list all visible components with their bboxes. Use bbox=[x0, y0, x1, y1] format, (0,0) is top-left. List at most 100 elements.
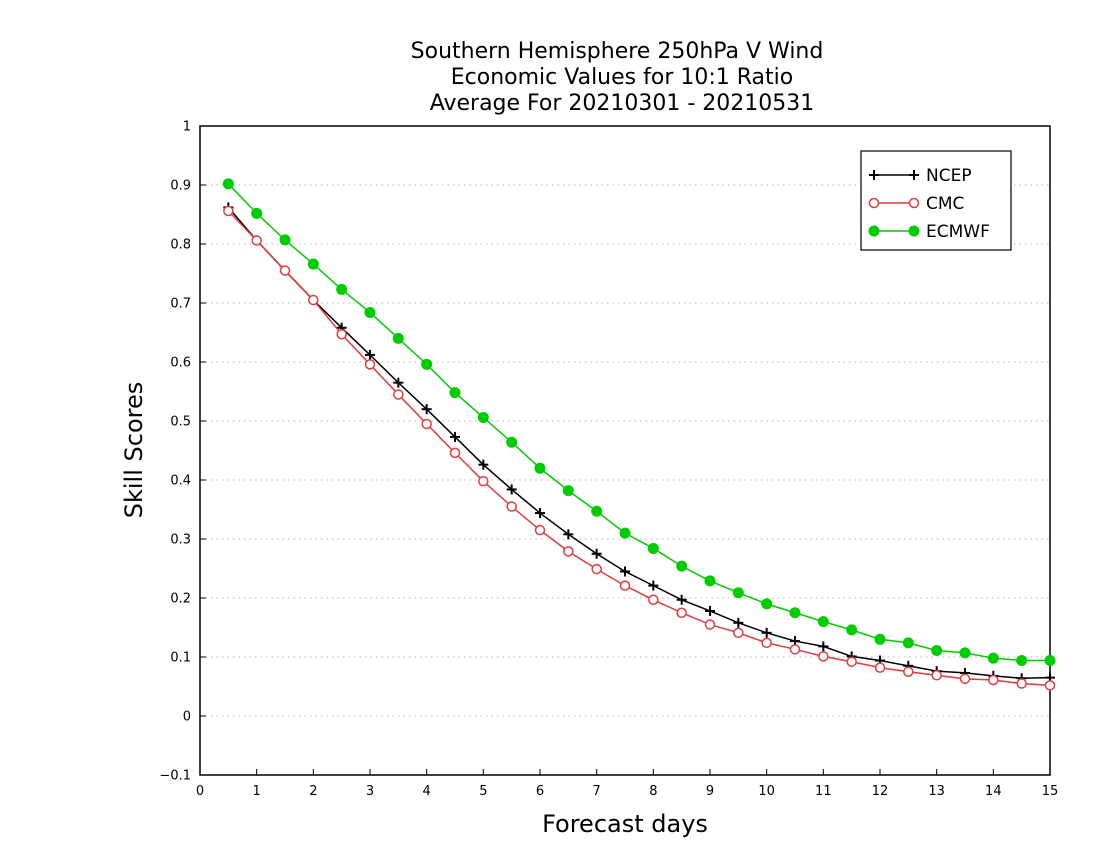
y-axis-label: Skill Scores bbox=[120, 382, 148, 519]
x-tick-label: 15 bbox=[1042, 784, 1059, 799]
x-tick-label: 3 bbox=[366, 784, 374, 799]
data-point-ecmwf bbox=[307, 258, 319, 270]
data-point-cmc bbox=[903, 666, 914, 677]
plot-frame bbox=[199, 125, 1051, 776]
data-series bbox=[222, 178, 1056, 691]
legend-marker-ecmwf bbox=[868, 225, 880, 237]
data-point-ecmwf bbox=[959, 647, 971, 659]
legend: NCEP CMC ECMWF bbox=[860, 150, 1012, 251]
x-tick-label: 0 bbox=[196, 784, 204, 799]
x-tick-label: 9 bbox=[706, 784, 714, 799]
chart-title: Southern Hemisphere 250hPa V Wind Econom… bbox=[411, 39, 824, 116]
data-point-ecmwf bbox=[704, 575, 716, 587]
data-point-ecmwf bbox=[392, 332, 404, 344]
legend-label-ncep: NCEP bbox=[926, 166, 972, 186]
data-point-ecmwf bbox=[902, 637, 914, 649]
data-point-ecmwf bbox=[761, 598, 773, 610]
data-point-ecmwf bbox=[506, 436, 518, 448]
data-point-ecmwf bbox=[931, 645, 943, 657]
data-point-ecmwf bbox=[279, 234, 291, 246]
data-point-cmc bbox=[506, 501, 517, 512]
data-point-ecmwf bbox=[477, 411, 489, 423]
data-point-ecmwf bbox=[1016, 655, 1028, 667]
legend-marker-ncep bbox=[869, 170, 879, 180]
legend-label-ecmwf: ECMWF bbox=[926, 222, 990, 242]
data-point-cmc bbox=[818, 651, 829, 662]
data-point-ecmwf bbox=[874, 633, 886, 645]
data-point-ncep bbox=[620, 566, 630, 577]
data-point-ecmwf bbox=[1044, 655, 1056, 667]
data-point-cmc bbox=[1044, 680, 1056, 691]
x-tick-label: 12 bbox=[872, 784, 889, 799]
data-point-ncep bbox=[676, 594, 687, 605]
data-point-cmc bbox=[648, 594, 659, 606]
x-tick-label: 13 bbox=[928, 784, 945, 799]
data-point-cmc bbox=[393, 389, 404, 400]
series-ecmwf bbox=[222, 178, 1056, 667]
data-point-ecmwf bbox=[676, 560, 688, 572]
data-point-ecmwf bbox=[336, 283, 348, 295]
legend-entry-cmc: CMC bbox=[868, 194, 964, 214]
x-tick-label: 5 bbox=[479, 784, 487, 799]
data-point-ecmwf bbox=[562, 485, 574, 497]
data-point-ncep bbox=[535, 508, 545, 519]
x-tick-label: 10 bbox=[758, 784, 775, 799]
series-ncep bbox=[223, 202, 1055, 684]
gridlines bbox=[200, 184, 1050, 717]
data-point-ecmwf bbox=[647, 542, 659, 554]
data-point-ncep bbox=[705, 605, 715, 616]
legend-label-cmc: CMC bbox=[926, 194, 964, 214]
title-line-3: Average For 20210301 - 20210531 bbox=[430, 91, 815, 116]
title-line-2: Economic Values for 10:1 Ratio bbox=[451, 65, 793, 90]
data-point-ecmwf bbox=[591, 505, 603, 517]
legend-marker-ecmwf bbox=[908, 225, 920, 237]
y-tick-label: 0.1 bbox=[170, 651, 191, 666]
x-tick-label: 1 bbox=[253, 784, 261, 799]
data-point-ncep bbox=[563, 529, 574, 540]
x-tick-label: 14 bbox=[985, 784, 1002, 799]
y-axis-ticks: −0.1 0 0.1 0.2 0.3 0.4 0.5 0.6 0.7 0.8 0.9 1 bbox=[159, 120, 206, 784]
y-tick-label: 0.4 bbox=[170, 474, 191, 489]
y-tick-label: 0.5 bbox=[170, 415, 191, 430]
data-point-ncep bbox=[648, 580, 659, 591]
legend-box bbox=[860, 150, 1012, 251]
data-point-ecmwf bbox=[251, 207, 263, 219]
data-point-ncep bbox=[450, 431, 460, 442]
data-point-cmc bbox=[336, 329, 347, 340]
data-point-cmc bbox=[931, 670, 942, 681]
series-cmc bbox=[223, 205, 1056, 691]
data-point-cmc bbox=[223, 205, 234, 217]
title-line-1: Southern Hemisphere 250hPa V Wind bbox=[411, 39, 824, 64]
data-point-ecmwf bbox=[421, 358, 433, 370]
data-point-cmc bbox=[676, 607, 687, 618]
data-point-cmc bbox=[563, 546, 574, 557]
legend-entry-ncep: NCEP bbox=[869, 166, 972, 186]
data-point-ncep bbox=[506, 484, 517, 495]
data-point-cmc bbox=[704, 619, 716, 630]
data-point-cmc bbox=[308, 294, 319, 306]
y-tick-label: 0.8 bbox=[170, 238, 191, 253]
legend-entry-ecmwf: ECMWF bbox=[868, 222, 990, 242]
x-tick-label: 7 bbox=[593, 784, 601, 799]
data-point-cmc bbox=[988, 674, 999, 686]
data-point-cmc bbox=[534, 524, 546, 536]
data-point-cmc bbox=[733, 627, 744, 639]
x-axis-ticks: 0 1 2 3 4 5 6 7 8 9 10 11 12 13 14 15 bbox=[196, 769, 1058, 799]
data-point-ecmwf bbox=[619, 527, 631, 539]
legend-marker-ncep bbox=[909, 170, 919, 180]
data-point-ncep bbox=[393, 377, 404, 388]
data-point-cmc bbox=[591, 563, 602, 575]
data-point-cmc bbox=[619, 580, 631, 591]
data-point-ecmwf bbox=[534, 462, 546, 474]
legend-marker-cmc bbox=[868, 197, 880, 209]
y-tick-label: −0.1 bbox=[159, 769, 191, 784]
series-line-cmc bbox=[227, 210, 1051, 687]
y-tick-label: 0 bbox=[183, 710, 191, 725]
data-point-cmc bbox=[789, 644, 801, 655]
data-point-cmc bbox=[874, 662, 886, 673]
data-point-ncep bbox=[733, 617, 744, 628]
data-point-ecmwf bbox=[987, 652, 999, 664]
y-tick-label: 0.2 bbox=[170, 592, 191, 607]
data-point-ncep bbox=[818, 641, 829, 652]
